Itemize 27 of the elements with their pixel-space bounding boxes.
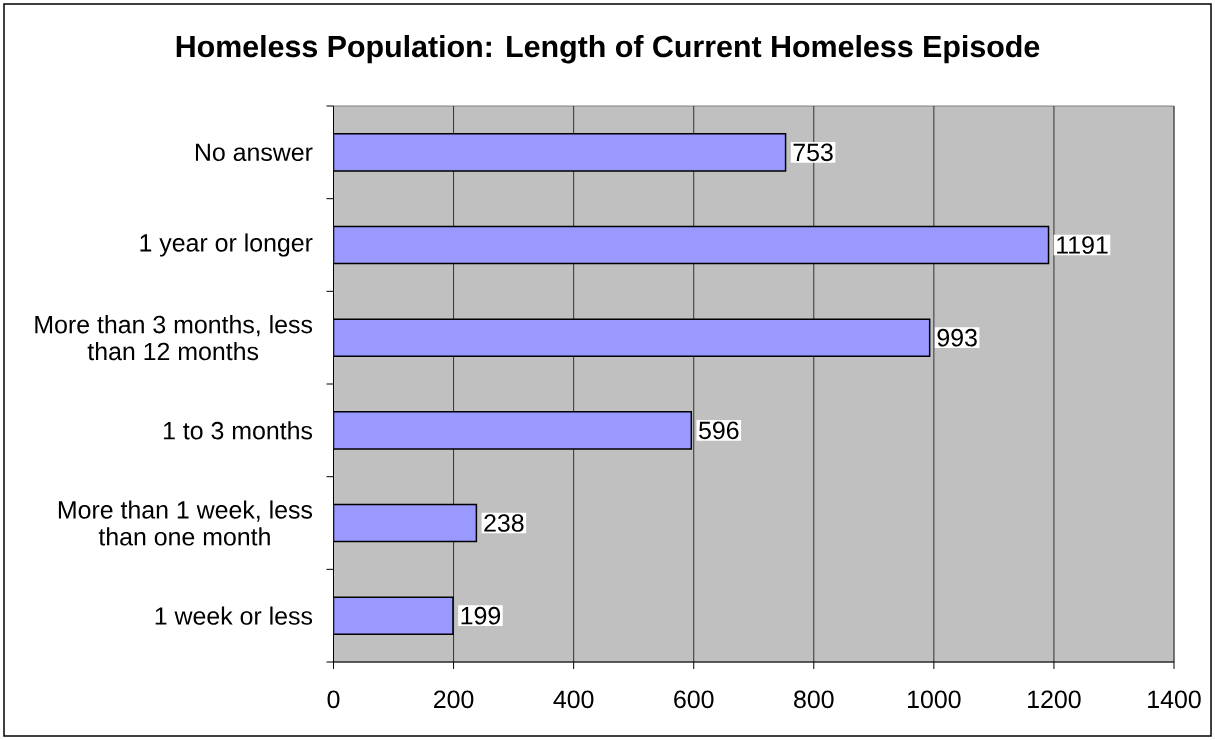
bar (333, 503, 478, 543)
x-tick-label: 600 (674, 690, 714, 709)
bar (333, 133, 787, 172)
data-label: 596 (699, 421, 739, 440)
bar (333, 596, 454, 635)
x-tick-label: 1200 (1028, 690, 1081, 709)
bar (333, 318, 931, 357)
x-tick-label: 800 (794, 690, 834, 709)
data-label: 238 (484, 514, 524, 532)
data-label: 1191 (1057, 236, 1108, 254)
x-tick-label: 200 (434, 690, 474, 709)
y-tick-label: No answer (195, 143, 313, 162)
x-tick-label: 1400 (1148, 690, 1201, 709)
y-tick-label: 1 year or longer (140, 233, 313, 257)
data-label: 753 (793, 143, 833, 162)
bar (333, 411, 693, 450)
y-tick-label: 1 week or less (155, 606, 313, 625)
chart-title: Homeless Population: Length of Current Homeless Episode (176, 34, 1040, 64)
y-tick-label: 1 to 3 months (163, 421, 313, 440)
y-tick-label: More than 1 week, less than one month (58, 500, 313, 546)
data-label: 199 (461, 606, 501, 625)
x-tick-label: 1000 (908, 690, 961, 709)
x-tick-label: 400 (553, 690, 594, 709)
bar (333, 225, 1050, 265)
x-tick-label: 0 (327, 690, 340, 709)
data-label: 993 (937, 328, 977, 347)
y-tick-label: More than 3 months, less than 12 months (35, 315, 313, 361)
